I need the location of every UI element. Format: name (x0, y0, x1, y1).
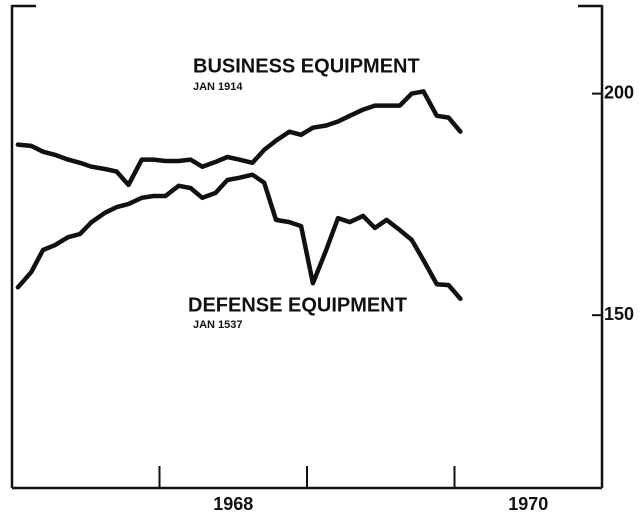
line-series (15, 172, 463, 302)
line-series (15, 89, 463, 188)
annotation: DEFENSE EQUIPMENT (188, 294, 407, 316)
annotation-sub: JAN 1537 (193, 319, 243, 331)
x-tick-label: 1970 (508, 494, 548, 514)
y-tick-label: 200 (604, 82, 634, 102)
x-tick-label: 1968 (213, 494, 253, 514)
annotation-sub: JAN 1914 (193, 81, 243, 93)
annotation: BUSINESS EQUIPMENT (193, 55, 420, 77)
y-tick-label: 150 (604, 304, 634, 324)
